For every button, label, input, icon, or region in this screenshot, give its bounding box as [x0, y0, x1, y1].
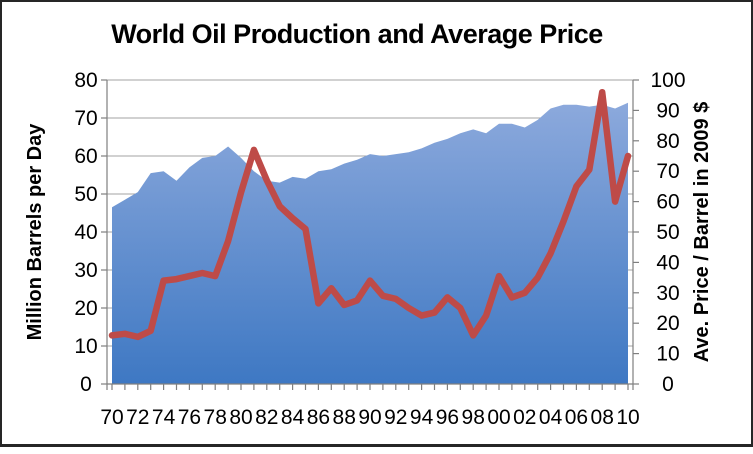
svg-text:82: 82	[255, 406, 278, 429]
svg-text:02: 02	[513, 406, 536, 429]
svg-text:60: 60	[656, 191, 679, 214]
svg-text:50: 50	[74, 183, 97, 206]
y-axis-left-labels: 0 10 20 30 40 50 60 70 80	[74, 69, 97, 396]
svg-text:50: 50	[656, 221, 679, 244]
svg-text:90: 90	[358, 406, 381, 429]
svg-text:0: 0	[80, 373, 92, 396]
x-axis-labels: 70 72 74 76 78 80 82 84 86 88 90 92 94 96 98 00 02 04 06 08…	[100, 406, 639, 429]
svg-text:10: 10	[656, 343, 679, 366]
svg-text:92: 92	[384, 406, 407, 429]
svg-text:74: 74	[152, 406, 176, 429]
svg-text:40: 40	[656, 251, 679, 274]
svg-text:20: 20	[656, 312, 679, 335]
svg-text:04: 04	[539, 406, 563, 429]
svg-text:86: 86	[307, 406, 330, 429]
svg-text:84: 84	[281, 406, 305, 429]
svg-text:60: 60	[74, 145, 97, 168]
production-area-series	[112, 102, 628, 385]
svg-text:70: 70	[74, 107, 97, 130]
svg-text:98: 98	[462, 406, 485, 429]
svg-text:40: 40	[74, 221, 97, 244]
svg-text:30: 30	[74, 259, 97, 282]
svg-text:76: 76	[178, 406, 201, 429]
svg-text:10: 10	[616, 406, 639, 429]
svg-text:10: 10	[74, 335, 97, 358]
svg-text:88: 88	[333, 406, 356, 429]
svg-text:70: 70	[656, 160, 679, 183]
svg-text:00: 00	[487, 406, 510, 429]
chart-title: World Oil Production and Average Price	[111, 19, 603, 49]
svg-text:72: 72	[126, 406, 149, 429]
svg-text:30: 30	[656, 282, 679, 305]
y-axis-right-labels: 0 10 20 30 40 50 60 70 80 90 100	[650, 69, 685, 396]
svg-text:06: 06	[565, 406, 588, 429]
left-axis-title: Million Barrels per Day	[24, 123, 46, 341]
svg-text:100: 100	[650, 69, 685, 92]
svg-text:08: 08	[591, 406, 614, 429]
svg-text:90: 90	[656, 99, 679, 122]
svg-text:20: 20	[74, 297, 97, 320]
svg-text:96: 96	[436, 406, 459, 429]
svg-text:80: 80	[74, 69, 97, 92]
svg-text:94: 94	[410, 406, 434, 429]
right-axis-title: Ave. Price / Barrel in 2009 $	[691, 102, 713, 363]
svg-text:0: 0	[662, 373, 674, 396]
svg-text:78: 78	[204, 406, 227, 429]
axes	[101, 79, 639, 390]
price-line-series	[108, 88, 632, 341]
svg-text:70: 70	[100, 406, 123, 429]
svg-text:80: 80	[656, 130, 679, 153]
svg-text:80: 80	[229, 406, 252, 429]
